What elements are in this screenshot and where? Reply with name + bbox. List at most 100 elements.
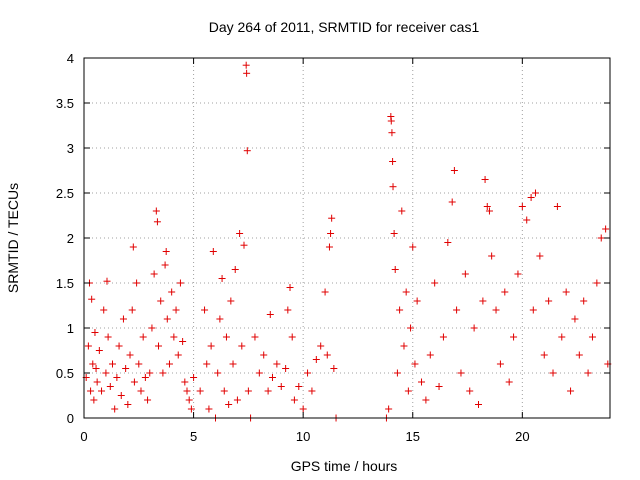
data-point bbox=[233, 396, 241, 404]
data-point bbox=[418, 378, 426, 386]
y-tick-label: 0.5 bbox=[56, 366, 74, 381]
data-point bbox=[461, 270, 469, 278]
data-point bbox=[575, 351, 583, 359]
y-axis-label: SRMTID / TECUs bbox=[5, 183, 21, 293]
data-point bbox=[413, 297, 421, 305]
data-point bbox=[139, 333, 147, 341]
data-point bbox=[229, 360, 237, 368]
data-point bbox=[87, 387, 95, 395]
data-point bbox=[390, 230, 398, 237]
data-point bbox=[411, 360, 419, 368]
data-point bbox=[328, 214, 336, 222]
x-tick-label: 0 bbox=[80, 429, 87, 444]
x-tick-label: 5 bbox=[190, 429, 197, 444]
data-point bbox=[387, 117, 395, 125]
data-point bbox=[571, 315, 579, 323]
data-point bbox=[501, 288, 509, 296]
data-point bbox=[536, 252, 544, 260]
data-point bbox=[93, 378, 101, 386]
data-point bbox=[201, 306, 209, 314]
data-point bbox=[457, 369, 465, 377]
data-point bbox=[165, 360, 173, 368]
data-point bbox=[466, 387, 474, 395]
data-point bbox=[426, 351, 434, 359]
x-tick-label: 10 bbox=[296, 429, 310, 444]
data-point bbox=[567, 387, 575, 395]
data-point bbox=[220, 387, 228, 395]
data-point bbox=[161, 261, 169, 269]
data-point bbox=[236, 230, 244, 237]
data-point bbox=[284, 306, 292, 314]
y-tick-label: 1.5 bbox=[56, 276, 74, 291]
data-point bbox=[273, 360, 281, 368]
data-point bbox=[325, 243, 333, 251]
data-point bbox=[103, 277, 111, 285]
data-point bbox=[481, 176, 489, 183]
data-point bbox=[231, 266, 239, 273]
data-point bbox=[244, 387, 252, 395]
data-point bbox=[183, 387, 191, 395]
grid-lines bbox=[84, 58, 610, 418]
data-point bbox=[404, 387, 412, 395]
data-point bbox=[400, 342, 408, 350]
plot-frame bbox=[83, 57, 611, 419]
data-point bbox=[133, 279, 141, 287]
data-point bbox=[385, 405, 393, 413]
data-point bbox=[113, 374, 121, 381]
data-point bbox=[286, 284, 294, 291]
data-point bbox=[593, 279, 601, 287]
data-point bbox=[562, 288, 570, 296]
data-point bbox=[155, 342, 163, 350]
data-point bbox=[584, 369, 592, 377]
data-point bbox=[531, 189, 539, 197]
data-point bbox=[225, 401, 233, 408]
data-point bbox=[479, 297, 487, 305]
data-point bbox=[483, 203, 491, 210]
data-point bbox=[190, 374, 198, 381]
data-point bbox=[393, 369, 401, 377]
data-point bbox=[172, 306, 180, 314]
data-point bbox=[251, 333, 259, 341]
tick-marks bbox=[83, 57, 610, 419]
data-point bbox=[453, 306, 461, 314]
data-point bbox=[203, 360, 211, 368]
data-point bbox=[398, 207, 406, 215]
y-tick-label: 3 bbox=[67, 141, 74, 156]
data-point bbox=[264, 387, 272, 395]
data-point bbox=[144, 396, 152, 404]
data-point bbox=[580, 297, 588, 305]
data-point bbox=[588, 333, 596, 341]
data-point bbox=[162, 248, 170, 255]
data-point bbox=[327, 230, 335, 237]
data-point bbox=[523, 216, 531, 224]
data-point bbox=[545, 297, 553, 305]
data-point bbox=[92, 365, 100, 372]
data-point bbox=[157, 297, 165, 305]
y-tick-label: 4 bbox=[67, 51, 74, 66]
data-point bbox=[308, 387, 316, 395]
data-point bbox=[389, 183, 397, 191]
data-point bbox=[439, 333, 447, 341]
data-point bbox=[84, 342, 92, 350]
data-point bbox=[290, 396, 298, 404]
data-point bbox=[317, 342, 325, 350]
data-point bbox=[150, 270, 158, 278]
data-point bbox=[243, 147, 251, 155]
data-point bbox=[124, 401, 132, 408]
data-point bbox=[602, 225, 610, 233]
data-point bbox=[129, 243, 137, 251]
data-point bbox=[185, 396, 193, 404]
data-point bbox=[108, 360, 116, 368]
data-point bbox=[527, 194, 535, 201]
data-point bbox=[106, 383, 114, 390]
data-point bbox=[238, 342, 246, 350]
x-tick-label: 15 bbox=[406, 429, 420, 444]
y-tick-label: 2 bbox=[67, 231, 74, 246]
x-tick-label: 20 bbox=[515, 429, 529, 444]
data-point bbox=[277, 383, 285, 390]
data-point bbox=[510, 333, 518, 341]
data-point bbox=[553, 203, 561, 210]
data-point bbox=[240, 241, 248, 249]
data-point bbox=[95, 347, 103, 354]
